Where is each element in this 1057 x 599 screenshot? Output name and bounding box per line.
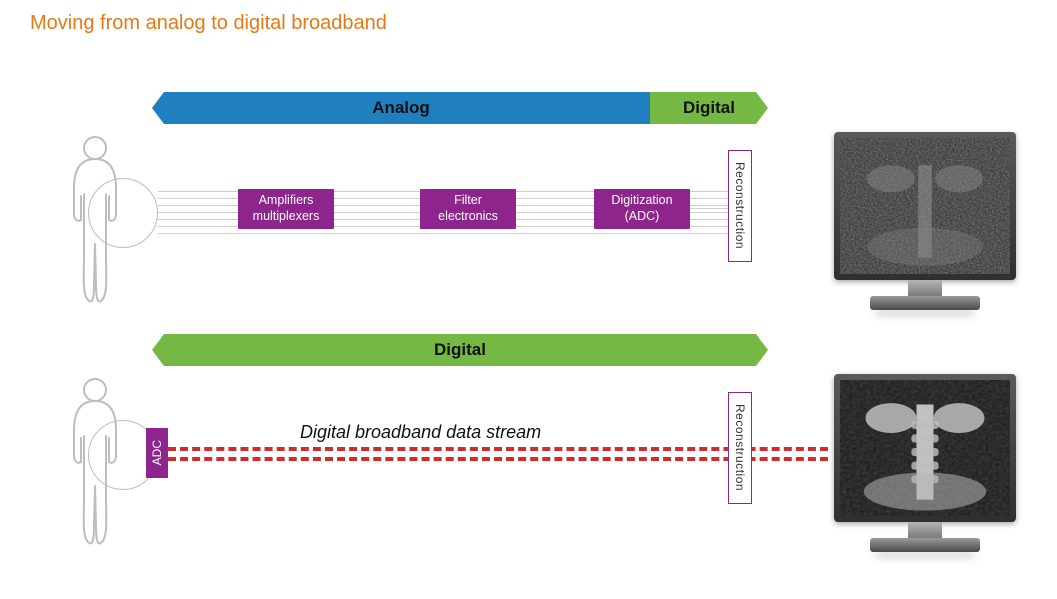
analog-chevron: Analog (152, 92, 650, 124)
header-bar-analog-digital: Analog Digital (152, 92, 768, 124)
on-coil-adc-badge: ADC (146, 428, 168, 478)
output-monitor-noisy (834, 132, 1016, 310)
analog-chain-row: Analog Digital Amplifiers multiplexers F… (0, 92, 1057, 302)
adc-label: ADC (150, 440, 164, 465)
reconstruction-box: Reconstruction (728, 392, 752, 504)
header-bar-digital: Digital (152, 334, 768, 366)
stage-filter: Filter electronics (420, 189, 516, 229)
stage-digitization: Digitization (ADC) (594, 189, 690, 229)
digital-chevron: Digital (650, 92, 768, 124)
coil-ring-icon (88, 178, 158, 248)
digital-chevron-full: Digital (152, 334, 768, 366)
digital-chain-row: Digital ADC Digital broadband data strea… (0, 334, 1057, 564)
digital-stream-label: Digital broadband data stream (300, 422, 541, 443)
reconstruction-label: Reconstruction (733, 404, 747, 491)
recon-input-wire (690, 208, 728, 209)
page-title: Moving from analog to digital broadband (30, 12, 387, 35)
reconstruction-box: Reconstruction (728, 150, 752, 262)
reconstruction-label: Reconstruction (733, 162, 747, 249)
stage-amplifiers: Amplifiers multiplexers (238, 189, 334, 229)
output-monitor-clean (834, 374, 1016, 552)
